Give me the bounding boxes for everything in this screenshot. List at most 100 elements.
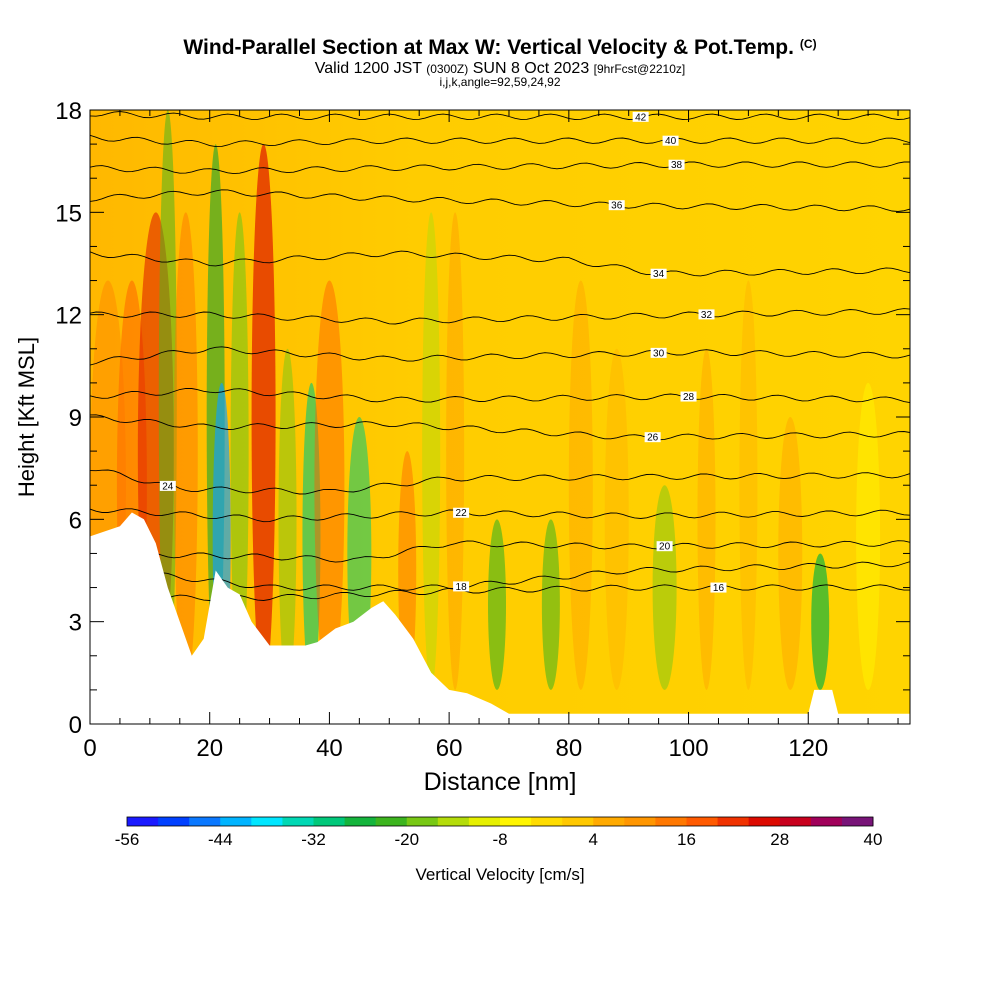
- colorbar-segment: [220, 817, 252, 826]
- velocity-streak: [230, 212, 249, 690]
- velocity-streak: [697, 348, 716, 690]
- velocity-streak: [422, 212, 441, 690]
- velocity-streak: [856, 382, 881, 690]
- x-tick-label: 0: [83, 735, 96, 762]
- colorbar-tick-label: -56: [115, 830, 140, 849]
- theta-contour-32: [90, 308, 910, 325]
- theta-contour-labels: 16 18 20 22 24 26 28 30 32 34 36 38 40 42: [159, 111, 727, 594]
- colorbar-tick-label: -32: [301, 830, 326, 849]
- velocity-streak: [314, 280, 345, 690]
- colorbar-segment: [841, 817, 874, 826]
- theta-label-bg: [668, 159, 685, 170]
- colorbar-segment: [686, 817, 719, 826]
- colorbar-tick-label: -20: [394, 830, 419, 849]
- colorbar-segment: [251, 817, 283, 826]
- chart-subtitle: Valid 1200 JST (0300Z) SUN 8 Oct 2023 [9…: [0, 60, 1000, 78]
- colorbar-segment: [468, 817, 501, 826]
- grid-info-label: i,j,k,angle=92,59,24,92: [439, 75, 561, 89]
- colorbar-segment: [313, 817, 346, 826]
- colorbar: -56 -44 -32 -20 -8 4 16 28 40 Vertical Velocity […: [115, 816, 882, 884]
- theta-label: 20: [659, 542, 671, 553]
- x-tick-label: 120: [788, 735, 828, 762]
- theta-label-bg: [650, 347, 667, 358]
- valid-utc-label: (0300Z): [426, 62, 469, 76]
- theta-label: 32: [701, 310, 713, 321]
- x-tick-label: 100: [669, 735, 709, 762]
- chart-title: Wind-Parallel Section at Max W: Vertical…: [0, 36, 1000, 60]
- theta-contour-34: [90, 250, 910, 277]
- theta-label: 38: [671, 160, 683, 171]
- colorbar-segment: [189, 817, 221, 826]
- colorbar-segment: [158, 817, 190, 826]
- x-tick-label: 60: [436, 735, 463, 762]
- plot-area: 16 18 20 22 24 26 28 30 32 34 36 38 40 42: [90, 110, 910, 724]
- colorbar-segment: [406, 817, 439, 826]
- x-tick-label: 20: [196, 735, 223, 762]
- colorbar-segment: [282, 817, 314, 826]
- theta-label: 40: [665, 136, 677, 147]
- velocity-streak: [158, 110, 177, 690]
- colorbar-segment: [624, 817, 656, 826]
- colorbar-segment: [779, 817, 812, 826]
- theta-contour-22: [90, 508, 910, 523]
- colorbar-segment: [562, 817, 594, 826]
- colorbar-segment: [375, 817, 408, 826]
- theta-label-bg: [650, 268, 667, 279]
- terrain-profile: [90, 512, 910, 724]
- theta-label: 42: [635, 112, 647, 123]
- y-tick-label: 18: [55, 98, 82, 125]
- theta-label: 36: [611, 201, 623, 212]
- colorbar-tick-label: -8: [492, 830, 507, 849]
- theta-label-bg: [710, 582, 727, 593]
- colorbar-tick-label: -44: [208, 830, 233, 849]
- theta-label: 26: [647, 433, 659, 444]
- theta-label: 16: [713, 583, 725, 594]
- theta-contour-28: [90, 387, 910, 404]
- theta-contour-26: [90, 414, 910, 441]
- theta-label-bg: [159, 480, 176, 491]
- velocity-streak: [652, 485, 677, 690]
- theta-contour-36: [90, 189, 910, 212]
- theta-label: 28: [683, 392, 695, 403]
- copyright-mark: (C): [799, 37, 817, 51]
- theta-label-bg: [644, 432, 661, 443]
- x-tick-label: 40: [316, 735, 343, 762]
- y-tick-label: 12: [55, 303, 82, 330]
- y-tick-label: 15: [55, 200, 82, 227]
- theta-contours: [90, 111, 910, 601]
- colorbar-label: Vertical Velocity [cm/s]: [415, 865, 584, 884]
- colorbar-tick-label: 16: [677, 830, 696, 849]
- velocity-streak: [173, 212, 198, 690]
- y-axis-label: Height [Kft MSL]: [14, 337, 39, 497]
- theta-label: 18: [456, 582, 468, 593]
- colorbar-segment: [717, 817, 750, 826]
- velocity-streak: [541, 519, 560, 690]
- colorbar-segment: [655, 817, 687, 826]
- colorbar-segment: [748, 817, 781, 826]
- colorbar-segment: [593, 817, 625, 826]
- x-axis-label: Distance [nm]: [424, 768, 577, 796]
- y-tick-label: 6: [69, 507, 82, 534]
- theta-contour-30: [90, 346, 910, 366]
- y-tick-label: 3: [69, 610, 82, 637]
- theta-label-bg: [632, 111, 649, 122]
- theta-contour-42: [90, 111, 910, 120]
- velocity-streak: [811, 553, 830, 690]
- velocity-streak: [488, 519, 507, 690]
- theta-label: 30: [653, 348, 665, 359]
- theta-label-bg: [680, 391, 697, 402]
- theta-contour-38: [90, 161, 910, 175]
- velocity-streak: [604, 348, 629, 690]
- theta-label-bg: [662, 135, 679, 146]
- theta-label-bg: [453, 507, 470, 518]
- velocity-streak: [446, 212, 465, 690]
- colorbar-segment: [531, 817, 563, 826]
- theta-label-bg: [453, 581, 470, 592]
- theta-label-bg: [698, 309, 715, 320]
- theta-label: 24: [162, 481, 174, 492]
- y-tick-label: 0: [69, 712, 82, 739]
- colorbar-tick-label: 28: [770, 830, 789, 849]
- colorbar-frame: [126, 816, 874, 827]
